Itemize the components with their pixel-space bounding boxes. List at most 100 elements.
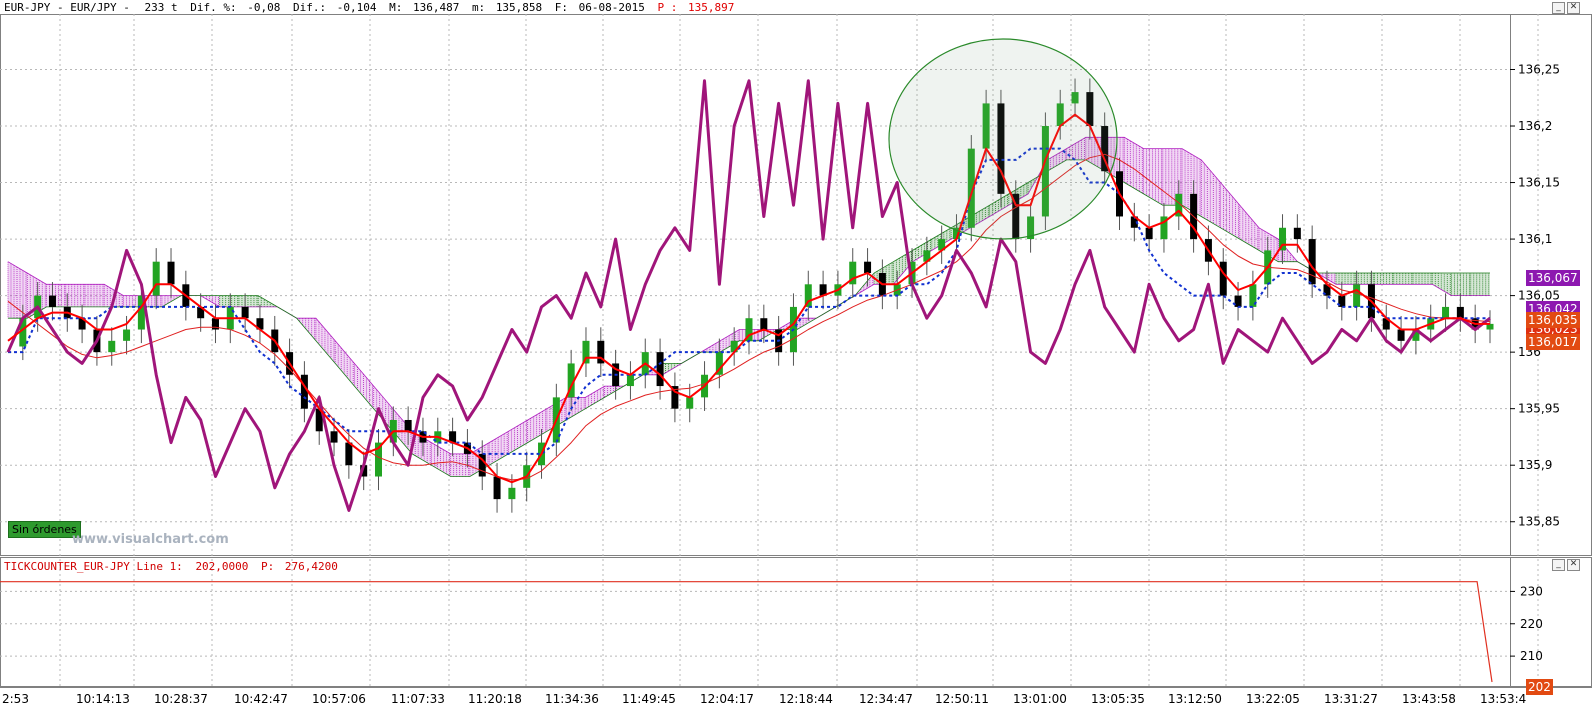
cloud-segment: [238, 295, 259, 307]
kijun-line: [8, 147, 1490, 455]
candle-body: [508, 487, 516, 500]
y-tick-label: 136,05: [1518, 289, 1560, 303]
x-tick-label: 2:53: [2, 692, 29, 706]
tickcounter-line: [0, 581, 1493, 683]
time-axis-ticks: 2:53 10:14:13 10:28:37 10:42:47 10:57:06 11:0…: [2, 692, 1526, 706]
price-axis-ticks: 136,25136,2136,15136,1136,05136135,95135…: [1510, 62, 1560, 529]
last-price-label: 136,035: [1526, 312, 1580, 328]
candle-body: [1041, 126, 1049, 217]
cloud-segment: [1470, 272, 1490, 296]
x-tick-label: 10:14:13: [76, 692, 130, 706]
cloud-price-label: 136,067: [1526, 270, 1580, 286]
x-tick-label: 13:01:00: [1013, 692, 1067, 706]
ma-fast-line: [7, 113, 1490, 484]
candle-body: [760, 318, 768, 330]
candle-body: [656, 352, 664, 387]
candle-body: [404, 419, 412, 432]
candle-body: [48, 295, 56, 307]
cloud-segment: [450, 453, 470, 477]
candle-body: [1308, 239, 1316, 285]
x-tick-label: 12:18:44: [779, 692, 833, 706]
candle-body: [300, 374, 308, 409]
candle-body: [1056, 103, 1064, 127]
candle-body: [108, 340, 116, 353]
cloud-segment: [989, 193, 1009, 217]
close-main-button[interactable]: ✕: [1567, 2, 1580, 14]
candle-body: [1145, 227, 1153, 240]
cloud-segment: [1239, 205, 1260, 251]
candle-body: [19, 318, 27, 347]
candle-body: [1486, 323, 1494, 330]
candle-body: [1027, 216, 1035, 240]
cloud-segment: [1393, 272, 1414, 285]
highlight-circle: [888, 38, 1118, 240]
candle-body: [819, 284, 827, 296]
x-tick-label: 13:05:35: [1091, 692, 1145, 706]
ma-price-label: 136,017: [1526, 334, 1580, 350]
sub-y-tick-label: 210: [1520, 649, 1543, 663]
y-tick-label: 136,15: [1518, 176, 1560, 190]
candle-body: [982, 103, 990, 149]
x-tick-label: 13:22:05: [1246, 692, 1300, 706]
x-tick-label: 13:43:58: [1402, 692, 1456, 706]
candle-body: [1071, 92, 1079, 104]
cloud-segment: [431, 442, 451, 477]
cloud-segment: [970, 205, 990, 228]
candle-body: [730, 340, 738, 353]
cloud-segment: [566, 397, 586, 420]
candle-body: [1086, 92, 1094, 127]
cloud-segment: [84, 284, 105, 307]
x-tick-label: 12:34:47: [859, 692, 913, 706]
x-tick-label: 13:31:27: [1324, 692, 1378, 706]
candle-body: [330, 431, 338, 443]
candle-body: [1249, 284, 1257, 307]
orders-badge[interactable]: Sin órdenes: [8, 521, 81, 538]
candle-body: [256, 318, 264, 330]
cloud-segment: [1336, 272, 1356, 285]
candle-body: [493, 476, 501, 500]
x-tick-label: 13:12:50: [1168, 692, 1222, 706]
x-tick-label: 11:20:18: [468, 692, 522, 706]
x-tick-label: 11:49:45: [622, 692, 676, 706]
cloud-segment: [1259, 227, 1279, 262]
x-tick-label: 13:53:4: [1480, 692, 1526, 706]
main-pane-frame: [0, 14, 1592, 556]
x-tick-label: 11:34:36: [545, 692, 599, 706]
x-tick-label: 10:28:37: [154, 692, 208, 706]
candle-body: [938, 239, 946, 251]
cloud-segment: [1047, 148, 1067, 172]
indicator-lines: [6, 79, 1491, 512]
candle-body: [967, 148, 975, 228]
cloud-segment: [1124, 137, 1144, 194]
candle-body: [345, 442, 353, 466]
candle-body: [1279, 227, 1287, 251]
candle-body: [167, 261, 175, 285]
candle-body: [211, 318, 219, 330]
cloud-segment: [219, 295, 239, 307]
minimize-main-button[interactable]: _: [1552, 2, 1565, 14]
close-sub-button[interactable]: ✕: [1567, 559, 1580, 571]
candle-body: [849, 261, 857, 285]
cloud-segment: [8, 261, 28, 319]
y-tick-label: 136,25: [1518, 62, 1560, 76]
candle-body: [197, 306, 205, 319]
candle-body: [1012, 193, 1020, 240]
watermark: www.visualchart.com: [72, 532, 229, 547]
candle-body: [952, 227, 960, 240]
candle-body: [1397, 329, 1405, 341]
candle-body: [597, 340, 605, 364]
candle-body: [1456, 306, 1464, 319]
cloud-segment: [1355, 272, 1375, 285]
candle-body: [375, 442, 382, 477]
cloud-segment: [1162, 148, 1183, 206]
cloud-segment: [1220, 182, 1240, 240]
candle-body: [1175, 193, 1183, 217]
cloud-segment: [489, 431, 509, 466]
candle-body: [1442, 306, 1450, 319]
candle-body: [152, 261, 160, 296]
cloud-segment: [65, 284, 85, 307]
candle-body: [745, 318, 753, 341]
minimize-sub-button[interactable]: _: [1552, 559, 1565, 571]
cloud-segment: [1201, 159, 1221, 228]
